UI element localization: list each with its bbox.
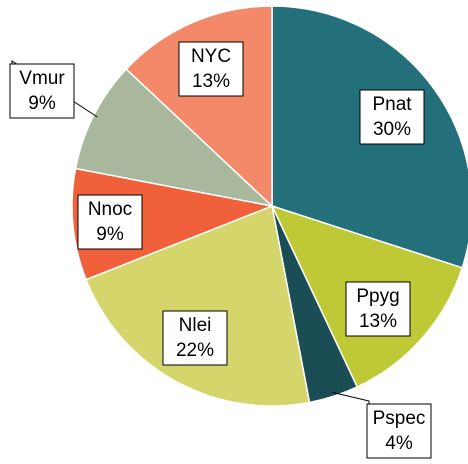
label-box [366, 403, 432, 459]
value-label: 13% [192, 71, 230, 92]
slice-label: Pnat [372, 94, 412, 115]
label-box [178, 41, 244, 97]
pie-slice [85, 204, 311, 407]
slice-label: Ppyg [356, 286, 399, 307]
slice-label: NYC [191, 46, 231, 67]
label-box [345, 281, 411, 337]
value-label: 4% [385, 433, 413, 454]
value-label: 9% [96, 224, 124, 245]
slice-label: Nnoc [88, 199, 132, 220]
value-label: 9% [28, 93, 56, 114]
value-label: 13% [359, 311, 397, 332]
label-box [9, 63, 75, 119]
value-label: 22% [176, 340, 214, 361]
label-box [359, 89, 425, 145]
label-box [162, 310, 228, 366]
label-box [77, 194, 143, 250]
slice-label: Vmur [19, 68, 65, 89]
value-label: 30% [373, 119, 411, 140]
slice-label: Nlei [179, 315, 212, 336]
slice-label: Pspec [373, 408, 426, 429]
